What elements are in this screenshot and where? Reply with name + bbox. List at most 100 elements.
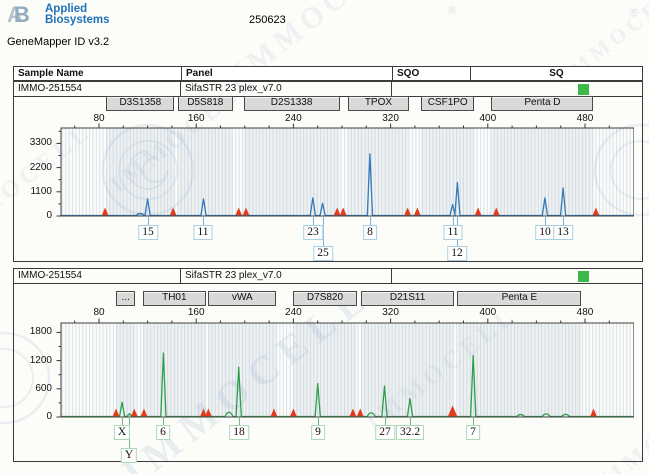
x-axis-label: 80	[93, 307, 105, 318]
offscale-indicator	[130, 408, 138, 417]
x-axis-label: 80	[93, 113, 105, 124]
y-axis-label: 0	[46, 411, 52, 422]
table-row[interactable]: IMMO-251554 SifaSTR 23 plex_v7.0	[14, 269, 642, 284]
offscale-indicator	[592, 207, 600, 216]
column-header-panel: Panel	[182, 67, 393, 80]
offscale-indicator	[140, 408, 148, 417]
offscale-indicator	[205, 408, 212, 417]
sq-status-badge	[578, 271, 589, 282]
x-axis-label: 320	[382, 113, 399, 124]
allele-label-11[interactable]: 11	[193, 225, 213, 240]
sample-name-cell: IMMO-251554	[14, 82, 181, 96]
allele-label-18[interactable]: 18	[229, 425, 249, 440]
allele-callout-line	[473, 417, 474, 426]
marker-button-d7s820[interactable]: D7S820	[293, 291, 357, 306]
allele-label-32.2[interactable]: 32.2	[395, 425, 425, 440]
y-axis-label: 0	[46, 210, 52, 221]
electropherogram-plot[interactable]	[55, 317, 634, 418]
sample-name-cell: IMMO-251554	[14, 269, 181, 283]
allele-callout-line	[323, 216, 324, 247]
logo-letter-a: A	[7, 2, 23, 27]
document-number: 250623	[249, 14, 286, 26]
offscale-indicator	[404, 207, 411, 216]
marker-button-d21s11[interactable]: D21S11	[361, 291, 454, 306]
brand-line-1: Applied	[45, 3, 88, 15]
offscale-indicator	[590, 408, 597, 417]
marker-button-d2s1338[interactable]: D2S1338	[243, 96, 340, 111]
allele-callout-line	[385, 417, 386, 426]
allele-callout-line	[239, 417, 240, 426]
y-axis-label: 2200	[29, 161, 52, 173]
offscale-indicator	[235, 207, 243, 216]
allele-label-15[interactable]: 15	[138, 225, 158, 240]
registered-mark-watermark: ®	[629, 4, 639, 19]
allele-label-23[interactable]: 23	[303, 225, 323, 240]
y-axis-label: 1800	[29, 326, 52, 338]
x-axis-label: 480	[576, 307, 594, 318]
marker-button-pentae[interactable]: Penta E	[457, 291, 582, 306]
x-axis-label: 400	[479, 307, 497, 318]
marker-button-csf1po[interactable]: CSF1PO	[420, 96, 475, 111]
allele-label-6[interactable]: 6	[156, 425, 170, 440]
results-table-header: Sample Name Panel SQO SQ	[13, 66, 643, 81]
marker-button-th01[interactable]: TH01	[142, 291, 206, 306]
marker-button-d5s818[interactable]: D5S818	[177, 96, 233, 111]
offscale-indicator	[447, 405, 458, 417]
allele-callout-line	[203, 216, 204, 226]
offscale-indicator	[339, 207, 347, 216]
electropherogram-plot[interactable]	[55, 122, 634, 217]
x-axis-label: 320	[382, 307, 399, 318]
allele-label-y[interactable]: Y	[120, 448, 138, 463]
allele-label-8[interactable]: 8	[363, 225, 377, 240]
allele-callout-line	[122, 417, 123, 426]
sq-status-badge	[578, 84, 589, 95]
offscale-indicator	[290, 408, 297, 417]
allele-callout-line	[370, 216, 371, 226]
x-axis-label: 240	[285, 113, 302, 124]
offscale-indicator	[356, 408, 364, 417]
applied-biosystems-logo-icon: AB	[7, 2, 30, 28]
offscale-indicator	[270, 408, 278, 417]
y-axis-label: 3300	[29, 137, 52, 149]
allele-label-13[interactable]: 13	[553, 225, 573, 240]
y-axis-label: 600	[35, 382, 52, 394]
marker-button-ellipsis[interactable]: ...	[116, 291, 136, 306]
allele-callout-line	[313, 216, 314, 226]
column-header-sq: SQ	[549, 68, 564, 79]
marker-button-tpox[interactable]: TPOX	[348, 96, 409, 111]
allele-label-7[interactable]: 7	[466, 425, 480, 440]
y-axis-label: 1200	[29, 354, 52, 366]
offscale-indicator	[169, 207, 177, 216]
marker-button-d3s1358[interactable]: D3S1358	[106, 96, 175, 111]
allele-callout-line	[545, 216, 546, 226]
allele-label-10[interactable]: 10	[535, 225, 555, 240]
x-axis-label: 160	[187, 307, 205, 318]
panel-name-cell: SifaSTR 23 plex_v7.0	[181, 269, 392, 283]
allele-label-25[interactable]: 25	[313, 246, 333, 261]
offscale-indicator	[101, 207, 109, 216]
column-header-sqo: SQO	[393, 67, 471, 80]
offscale-indicator	[349, 408, 357, 417]
registered-mark-watermark: ®	[447, 2, 457, 17]
x-axis-label: 240	[285, 307, 302, 318]
table-row[interactable]: IMMO-251554 SifaSTR 23 plex_v7.0	[14, 82, 642, 97]
sample-block-2: IMMO-251554 SifaSTR 23 plex_v7.0 ... TH01…	[13, 268, 643, 463]
marker-button-vwa[interactable]: vWA	[208, 291, 277, 306]
app-version-label: GeneMapper ID v3.2	[7, 36, 110, 48]
allele-label-27[interactable]: 27	[375, 425, 395, 440]
marker-button-pentad[interactable]: Penta D	[491, 96, 594, 111]
x-axis-label: 400	[479, 113, 497, 124]
allele-label-12[interactable]: 12	[447, 246, 467, 261]
offscale-indicator	[474, 207, 482, 216]
allele-label-11[interactable]: 11	[443, 225, 463, 240]
allele-callout-line	[148, 216, 149, 226]
allele-label-9[interactable]: 9	[311, 425, 325, 440]
sqo-cell	[392, 82, 642, 96]
offscale-indicator	[414, 207, 421, 216]
offscale-indicator	[333, 207, 341, 216]
sqo-cell	[392, 269, 642, 283]
column-header-sample-name: Sample Name	[14, 67, 182, 80]
offscale-indicator	[242, 207, 250, 216]
allele-label-x[interactable]: X	[113, 425, 131, 440]
